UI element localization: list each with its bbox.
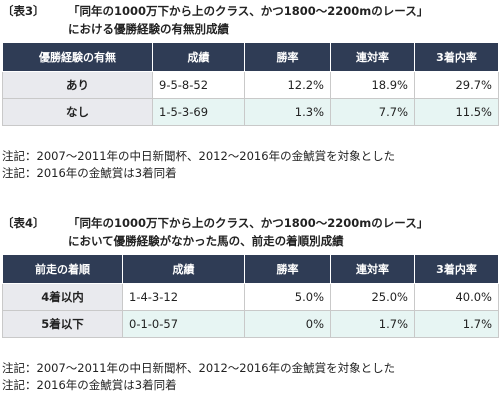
table3-note-2: 注記：2016年の金鯱賞は3着同着 (2, 166, 177, 180)
table4-header-prev-finish: 前走の着順 (2, 254, 123, 284)
table-row: あり 9-5-8-52 12.2% 18.9% 29.7% (2, 71, 499, 99)
quinella-rate-cell: 1.7% (330, 310, 415, 338)
table3-header-record: 成績 (152, 42, 245, 72)
quinella-rate-cell: 18.9% (330, 71, 415, 99)
win-rate-cell: 0% (244, 310, 331, 338)
show-rate-cell: 40.0% (414, 283, 499, 311)
table4-note-2: 注記：2016年の金鯱賞は3着同着 (2, 378, 177, 392)
record-cell: 1-5-3-69 (152, 98, 245, 126)
table3-title-line2: における優勝経験の有無別成績 (68, 22, 229, 36)
show-rate-cell: 11.5% (414, 98, 499, 126)
table-row: 5着以下 0-1-0-57 0% 1.7% 1.7% (2, 310, 499, 338)
row-label: 4着以内 (2, 283, 123, 311)
table3-label: 〔表3〕 (2, 4, 45, 18)
table3-title-line1: 「同年の1000万下から上のクラス、かつ1800～2200mのレース」 (68, 4, 429, 18)
table4-header-record: 成績 (122, 254, 245, 284)
quinella-rate-cell: 7.7% (330, 98, 415, 126)
row-label: あり (2, 71, 153, 99)
table4: 前走の着順 成績 勝率 連対率 3着内率 4着以内 1-4-3-12 5.0% … (2, 254, 499, 338)
table-row: 4着以内 1-4-3-12 5.0% 25.0% 40.0% (2, 283, 499, 311)
row-label: 5着以下 (2, 310, 123, 338)
row-label: なし (2, 98, 153, 126)
table3-header-show: 3着内率 (414, 42, 499, 72)
table3-header-win: 勝率 (244, 42, 331, 72)
table-row: なし 1-5-3-69 1.3% 7.7% 11.5% (2, 98, 499, 126)
table4-header-row: 前走の着順 成績 勝率 連対率 3着内率 (2, 254, 499, 284)
table4-title-line2: において優勝経験がなかった馬の、前走の着順別成績 (68, 234, 344, 248)
table3-header-quinella: 連対率 (330, 42, 415, 72)
table4-title-line1: 「同年の1000万下から上のクラス、かつ1800～2200mのレース」 (68, 216, 429, 230)
win-rate-cell: 5.0% (244, 283, 331, 311)
table4-header-win: 勝率 (244, 254, 331, 284)
table4-label: 〔表4〕 (2, 216, 45, 230)
table4-note-1: 注記：2007～2011年の中日新聞杯、2012～2016年の金鯱賞を対象とした (2, 361, 396, 375)
record-cell: 9-5-8-52 (152, 71, 245, 99)
show-rate-cell: 29.7% (414, 71, 499, 99)
table3-header-condition: 優勝経験の有無 (2, 42, 153, 72)
table3-caption: 〔表3〕 「同年の1000万下から上のクラス、かつ1800～2200mのレース」… (0, 0, 500, 40)
win-rate-cell: 1.3% (244, 98, 331, 126)
record-cell: 1-4-3-12 (122, 283, 245, 311)
table3-section: 〔表3〕 「同年の1000万下から上のクラス、かつ1800～2200mのレース」… (0, 0, 500, 180)
table4-caption: 〔表4〕 「同年の1000万下から上のクラス、かつ1800～2200mのレース」… (0, 212, 500, 252)
table4-section: 〔表4〕 「同年の1000万下から上のクラス、かつ1800～2200mのレース」… (0, 212, 500, 392)
table3-note-1: 注記：2007～2011年の中日新聞杯、2012～2016年の金鯱賞を対象とした (2, 149, 396, 163)
table4-header-show: 3着内率 (414, 254, 499, 284)
win-rate-cell: 12.2% (244, 71, 331, 99)
record-cell: 0-1-0-57 (122, 310, 245, 338)
table4-header-quinella: 連対率 (330, 254, 415, 284)
table3: 優勝経験の有無 成績 勝率 連対率 3着内率 あり 9-5-8-52 12.2%… (2, 42, 499, 126)
quinella-rate-cell: 25.0% (330, 283, 415, 311)
show-rate-cell: 1.7% (414, 310, 499, 338)
table3-header-row: 優勝経験の有無 成績 勝率 連対率 3着内率 (2, 42, 499, 72)
